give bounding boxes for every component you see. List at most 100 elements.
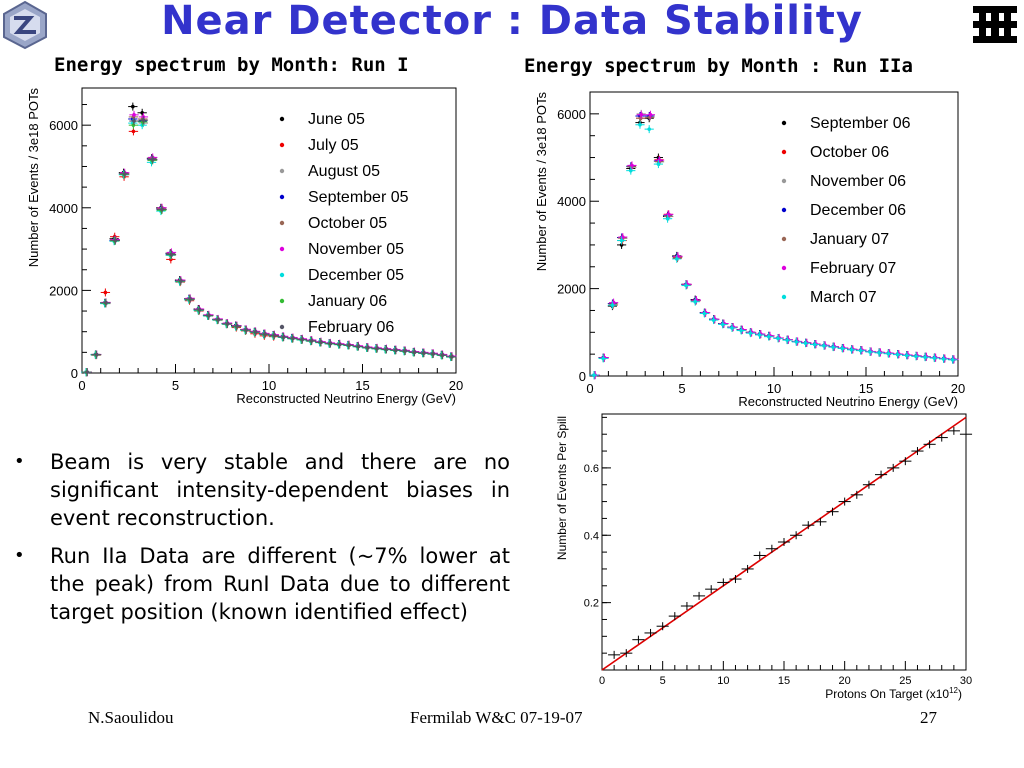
fermilab-logo-icon bbox=[973, 6, 1017, 43]
legend-label: January 06 bbox=[308, 293, 387, 310]
legend-marker bbox=[279, 272, 285, 278]
data-point bbox=[160, 207, 164, 212]
legend-label: December 05 bbox=[308, 267, 404, 284]
data-point bbox=[235, 324, 239, 328]
legend-marker bbox=[781, 294, 787, 300]
x-tick-label: 30 bbox=[960, 675, 972, 687]
data-point bbox=[813, 342, 817, 347]
bullet-item: • Beam is very stable and there are no s… bbox=[14, 448, 510, 532]
footer-event: Fermilab W&C 07-19-07 bbox=[410, 708, 583, 727]
legend-marker bbox=[781, 149, 787, 155]
y-tick-label: 6000 bbox=[557, 107, 586, 122]
chart-run-i: 0 5 10 15 20 0 2000 4000 6000 Reconstructed Neutr… bbox=[26, 87, 463, 406]
y-tick-label: 4000 bbox=[557, 194, 586, 209]
data-point bbox=[684, 283, 688, 288]
data-point bbox=[601, 356, 605, 361]
bullet-text: Run IIa Data are different (~7% lower at… bbox=[50, 544, 510, 624]
y-tick-label: 0.2 bbox=[584, 598, 599, 610]
data-point bbox=[776, 336, 780, 341]
legend-marker bbox=[781, 207, 787, 213]
data-point bbox=[629, 168, 633, 173]
chart2-title: Energy spectrum by Month : Run IIa bbox=[524, 55, 913, 77]
legend-marker bbox=[279, 246, 285, 252]
data-point bbox=[263, 332, 267, 336]
data-point bbox=[132, 119, 136, 123]
slide-title: Near Detector : Data Stability bbox=[161, 0, 863, 44]
data-point bbox=[328, 341, 333, 346]
bullet-dot-icon: • bbox=[14, 451, 25, 472]
data-point bbox=[365, 345, 370, 350]
x-tick-label: 15 bbox=[859, 381, 873, 396]
data-point bbox=[785, 338, 789, 342]
legend-marker bbox=[279, 142, 285, 148]
data-point bbox=[113, 238, 118, 243]
data-point bbox=[244, 328, 249, 332]
bullet-dot-icon: • bbox=[14, 545, 25, 566]
legend-label: December 06 bbox=[810, 202, 906, 219]
data-point bbox=[905, 353, 909, 358]
y-tick-label: 2000 bbox=[49, 283, 78, 298]
data-point bbox=[141, 118, 146, 123]
data-point bbox=[412, 350, 417, 355]
data-point bbox=[103, 290, 108, 295]
x-axis-label: Reconstructed Neutrino Energy (GeV) bbox=[236, 391, 456, 406]
legend-marker bbox=[279, 194, 285, 200]
data-point bbox=[730, 326, 734, 330]
data-point bbox=[932, 356, 937, 360]
data-point bbox=[794, 340, 799, 344]
data-point bbox=[675, 257, 679, 261]
data-point bbox=[739, 328, 743, 333]
data-point bbox=[94, 352, 99, 357]
data-point bbox=[840, 346, 845, 351]
data-point bbox=[941, 357, 946, 361]
y-tick-label: 0.4 bbox=[584, 530, 599, 542]
legend-marker bbox=[279, 168, 285, 174]
y-tick-label: 0 bbox=[71, 366, 78, 381]
footer-author: N.Saoulidou bbox=[88, 708, 174, 727]
data-point bbox=[702, 311, 707, 316]
data-point bbox=[877, 351, 881, 355]
data-point bbox=[450, 355, 454, 359]
data-point bbox=[721, 322, 725, 327]
legend-marker bbox=[279, 116, 285, 122]
x-tick-label: 20 bbox=[839, 675, 851, 687]
y-axis-label: Number of Events / 3e18 POTs bbox=[534, 92, 549, 272]
data-point bbox=[216, 317, 220, 322]
y-tick-label: 2000 bbox=[557, 282, 586, 297]
legend-marker bbox=[781, 120, 787, 126]
x-tick-label: 20 bbox=[951, 381, 965, 396]
data-point bbox=[132, 113, 136, 117]
data-point bbox=[693, 299, 697, 304]
legend-label: November 06 bbox=[810, 173, 906, 190]
x-tick-label: 0 bbox=[599, 675, 605, 687]
data-point bbox=[178, 279, 183, 283]
data-point bbox=[656, 162, 661, 166]
data-point bbox=[188, 297, 192, 301]
legend-label: August 05 bbox=[308, 163, 380, 180]
data-point bbox=[300, 337, 305, 342]
x-axis-label: Reconstructed Neutrino Energy (GeV) bbox=[738, 394, 958, 409]
data-point bbox=[868, 350, 872, 354]
data-point bbox=[431, 352, 436, 356]
data-point bbox=[394, 348, 398, 353]
legend-label: July 05 bbox=[308, 137, 359, 154]
legend-marker bbox=[781, 236, 787, 242]
data-point bbox=[647, 127, 651, 131]
y-tick-label: 0 bbox=[579, 369, 586, 384]
data-point bbox=[347, 343, 351, 348]
data-point bbox=[281, 335, 286, 339]
data-point bbox=[131, 129, 136, 134]
legend-label: March 07 bbox=[810, 289, 877, 306]
data-point bbox=[291, 336, 295, 341]
data-point bbox=[803, 341, 808, 346]
data-point bbox=[886, 351, 891, 356]
legend-label: September 06 bbox=[810, 115, 911, 132]
data-point bbox=[169, 252, 174, 257]
bullet-text: Beam is very stable and there are no sig… bbox=[50, 450, 510, 530]
data-point bbox=[914, 354, 918, 359]
data-point bbox=[665, 216, 670, 221]
data-point bbox=[951, 358, 955, 362]
chart-run-iia: 0 5 10 15 20 0 2000 4000 6000 Reconstructed Neutr… bbox=[534, 91, 965, 409]
data-point bbox=[131, 104, 135, 109]
data-point bbox=[859, 348, 863, 353]
